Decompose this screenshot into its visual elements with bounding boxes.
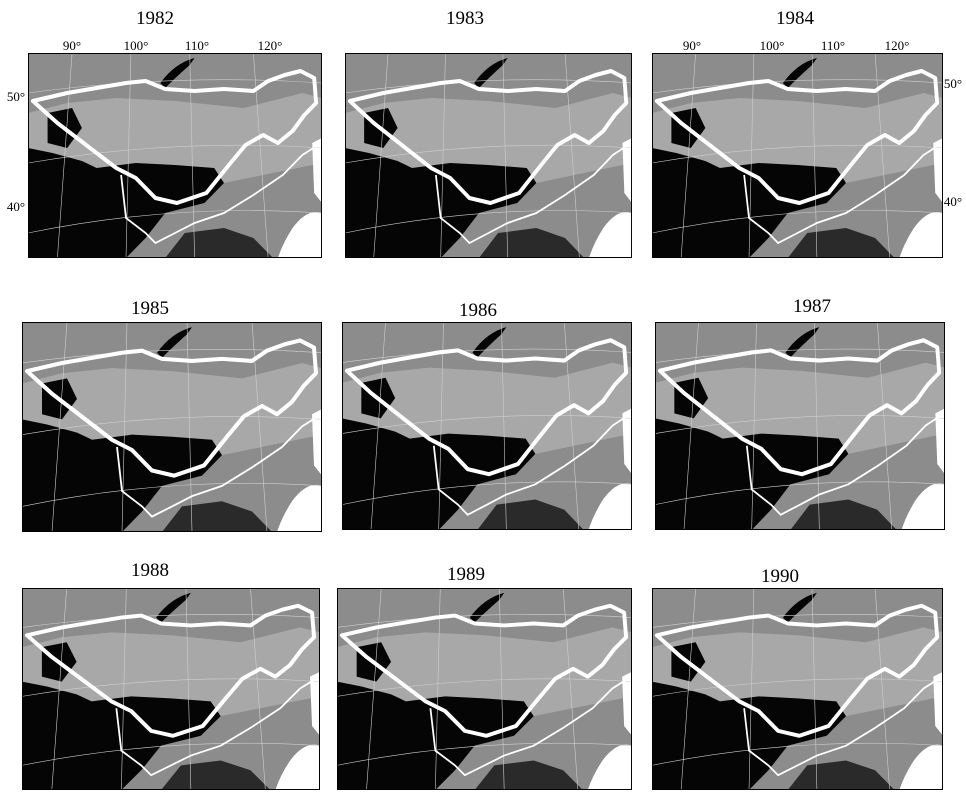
map-panel — [22, 588, 320, 790]
map-panel — [22, 322, 322, 532]
panel-title: 1990 — [761, 566, 799, 587]
longitude-label: 90° — [63, 38, 81, 53]
panel-title: 1987 — [793, 296, 831, 317]
latitude-label: 40° — [7, 199, 25, 214]
latitude-label: 50° — [944, 76, 962, 91]
map-panel — [655, 322, 945, 530]
longitude-label: 100° — [760, 38, 785, 53]
panel-title: 1983 — [446, 8, 484, 29]
panel-title: 1986 — [459, 300, 497, 321]
longitude-label: 120° — [258, 38, 283, 53]
panel-title: 1982 — [136, 8, 174, 29]
longitude-label: 120° — [885, 38, 910, 53]
panel-title: 1984 — [776, 8, 815, 29]
panel-title: 1988 — [131, 560, 169, 581]
longitude-label: 100° — [124, 38, 149, 53]
latitude-label: 40° — [944, 194, 962, 209]
map-panel — [652, 53, 943, 258]
map-panel — [652, 588, 943, 790]
panel-title: 1985 — [131, 298, 169, 319]
map-panel — [28, 53, 322, 258]
map-panel — [342, 322, 632, 530]
map-panel — [337, 588, 632, 790]
latitude-label: 50° — [7, 89, 25, 104]
longitude-label: 90° — [683, 38, 701, 53]
panel-title: 1989 — [447, 564, 485, 585]
longitude-label: 110° — [821, 38, 845, 53]
longitude-label: 110° — [185, 38, 209, 53]
figure: 1982 90° 100° 110° 120° 50° 40° 1983 1984 90° 100°… — [0, 0, 966, 794]
map-panel — [345, 53, 632, 258]
